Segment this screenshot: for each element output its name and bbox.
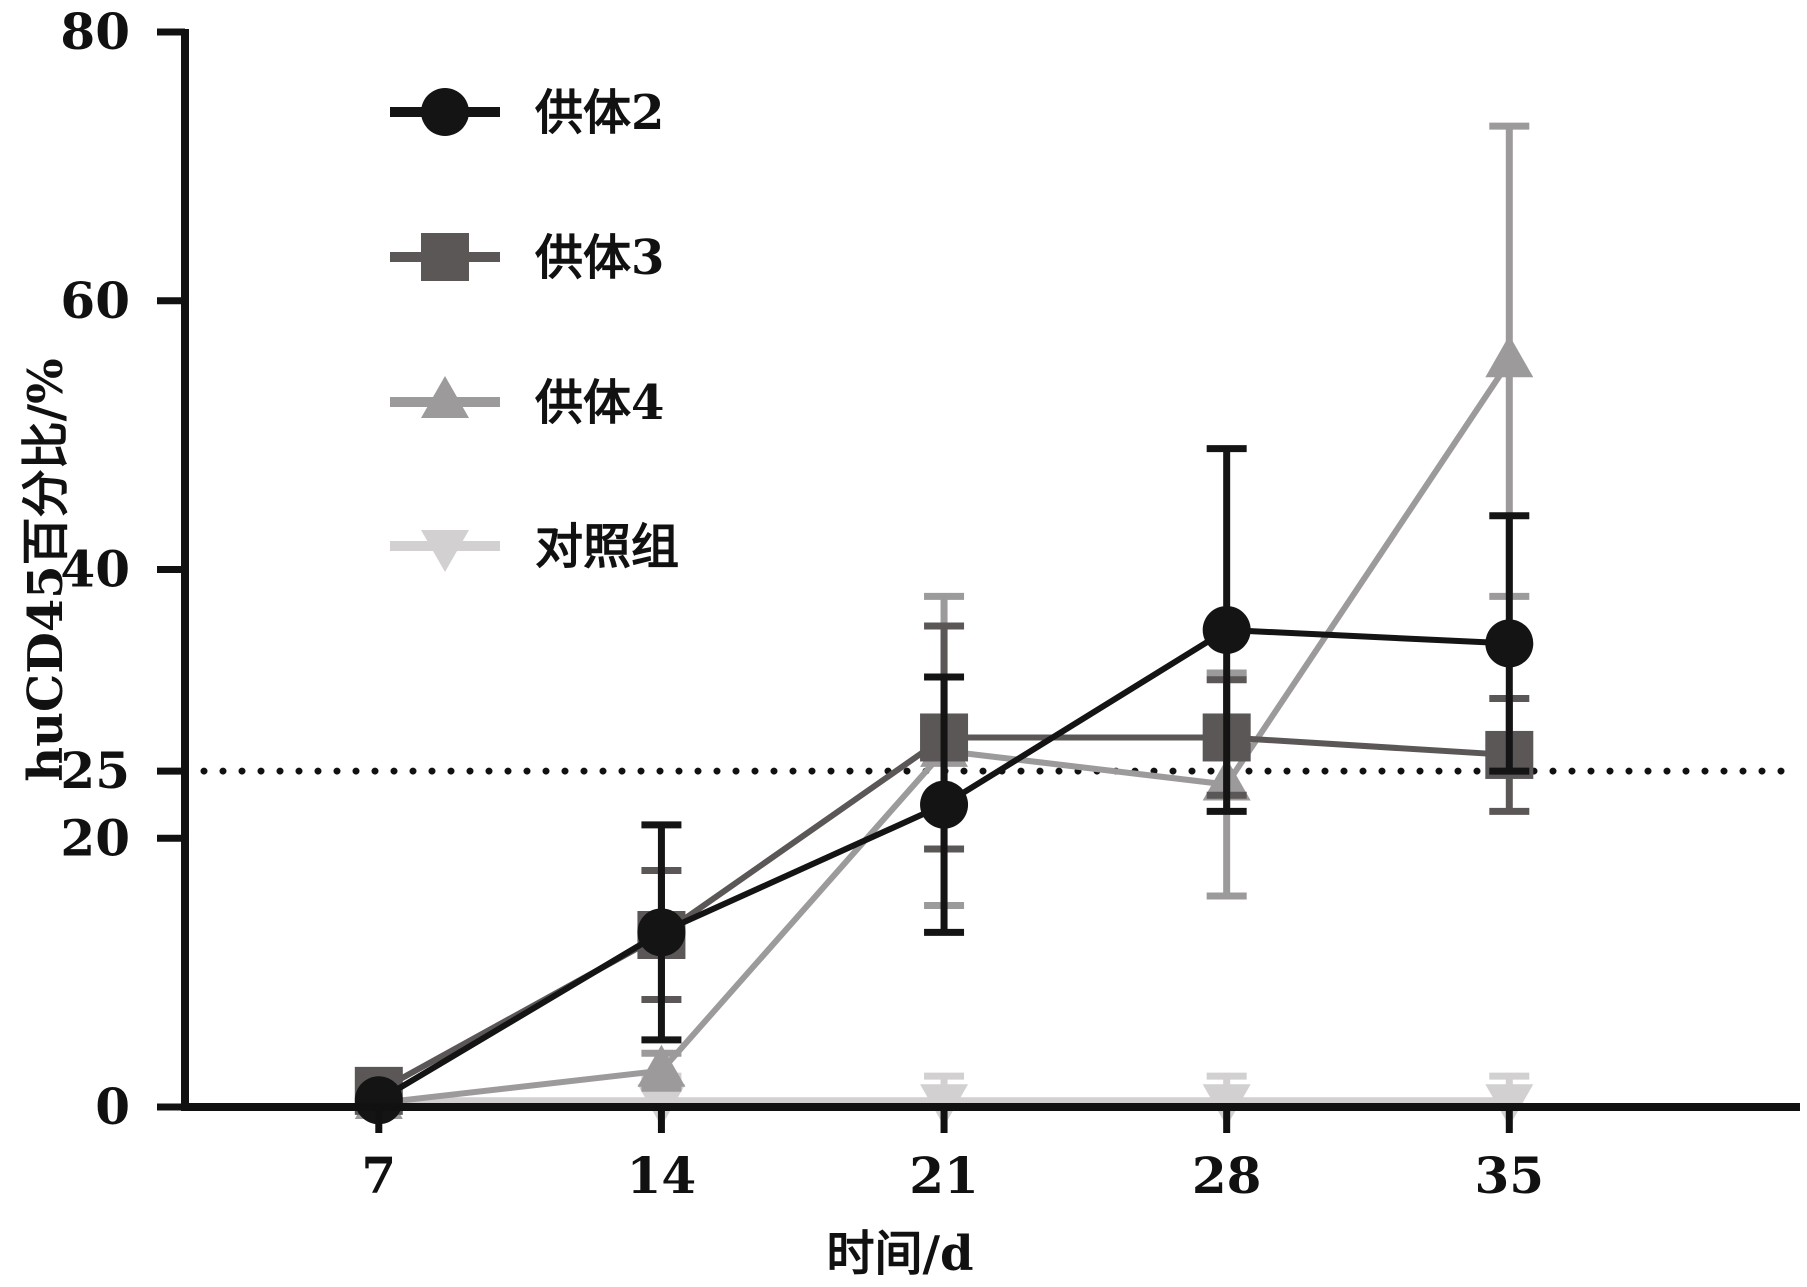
y-tick-label: 20	[60, 808, 130, 867]
legend-label: 供体4	[535, 375, 664, 431]
y-axis-title: huCD45百分比/%	[18, 358, 74, 782]
legend-marker	[421, 376, 469, 418]
x-tick-label: 28	[1192, 1146, 1262, 1205]
y-tick-label: 40	[60, 540, 130, 599]
legend-marker	[421, 88, 469, 136]
x-tick-label: 35	[1475, 1146, 1545, 1205]
series-1	[354, 445, 1534, 1125]
legend-marker	[421, 233, 469, 281]
legend-label: 供体3	[535, 230, 664, 286]
legend-marker	[421, 530, 469, 572]
legend-label: 供体2	[535, 85, 664, 141]
y-tick-label: 0	[95, 1077, 130, 1136]
x-tick-label: 14	[627, 1146, 697, 1205]
x-tick-label: 7	[361, 1146, 396, 1205]
data-point	[1202, 605, 1251, 654]
data-point	[920, 780, 969, 829]
legend-label: 对照组	[535, 519, 679, 575]
data-point	[354, 1076, 403, 1125]
data-point	[1485, 335, 1534, 378]
legend-entry-2: 供体3	[390, 230, 664, 286]
y-tick-label: 25	[60, 741, 130, 800]
data-point	[637, 908, 686, 957]
legend-entry-4: 对照组	[390, 519, 679, 575]
data-point	[637, 1044, 686, 1087]
x-tick-label: 21	[909, 1146, 979, 1205]
x-axis-title: 时间/d	[826, 1226, 973, 1282]
legend-entry-1: 供体2	[390, 85, 664, 141]
series-layer	[354, 122, 1534, 1127]
axes: 0 20 25 40 60 80 7 14 21 28 35	[60, 2, 1800, 1205]
y-tick-label: 80	[60, 2, 130, 61]
y-tick-label: 60	[60, 271, 130, 330]
legend-entry-3: 供体4	[390, 375, 664, 431]
data-point	[1485, 619, 1534, 668]
legend: 供体2 供体3 供体4 对照组	[390, 85, 679, 575]
